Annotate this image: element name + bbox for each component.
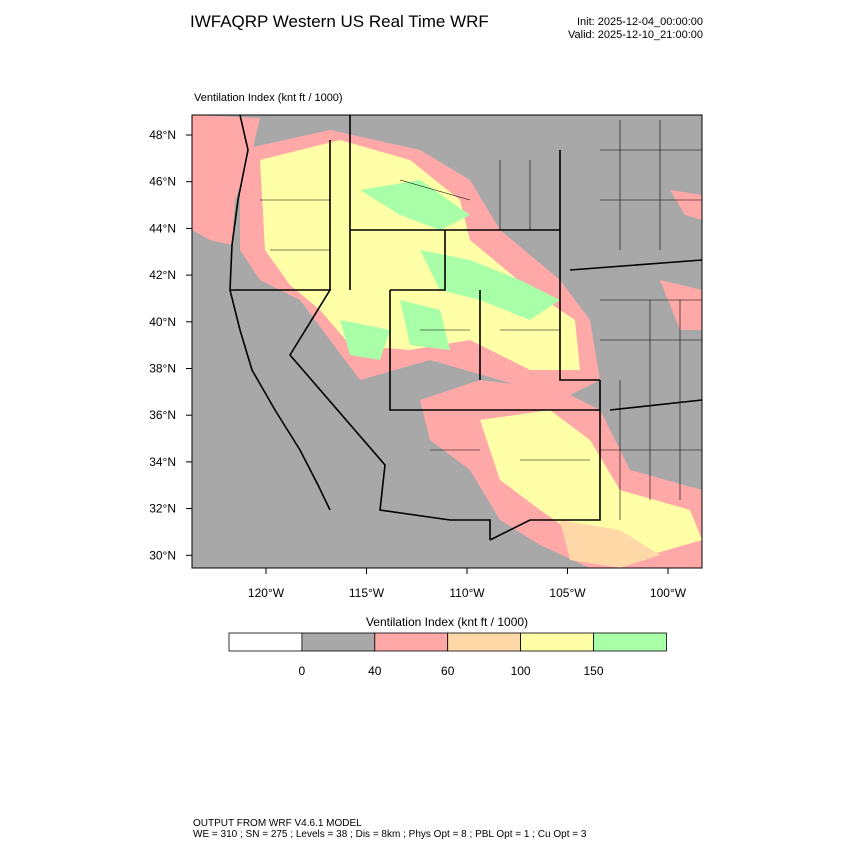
lon-label: 105°W [549, 586, 586, 600]
init-time: Init: 2025-12-04_00:00:00 [577, 16, 703, 28]
map [192, 115, 702, 568]
lon-label: 120°W [248, 586, 285, 600]
lat-label: 30°N [149, 548, 176, 562]
title: IWFAQRP Western US Real Time WRF [190, 12, 489, 31]
lon-label: 110°W [449, 586, 485, 600]
colorbar-label: 60 [441, 664, 455, 678]
lat-label: 48°N [149, 128, 176, 142]
colorbar-label: 150 [583, 664, 603, 678]
lat-label: 44°N [149, 221, 176, 235]
lat-label: 38°N [149, 362, 176, 376]
lat-label: 40°N [149, 315, 176, 329]
colorbar-swatch [520, 632, 594, 652]
valid-time: Valid: 2025-12-10_21:00:00 [568, 29, 703, 41]
colorbar-swatch [447, 632, 522, 652]
lat-label: 36°N [149, 408, 176, 422]
colorbar-label: 0 [299, 664, 306, 678]
lon-label: 115°W [349, 586, 385, 600]
colorbar-swatch [593, 632, 667, 652]
colorbar-label: 100 [511, 664, 531, 678]
footer-line: OUTPUT FROM WRF V4.6.1 MODEL [193, 818, 362, 829]
map-frame [191, 114, 703, 569]
colorbar-label: 40 [368, 664, 382, 678]
lat-label: 32°N [149, 502, 176, 516]
colorbar-swatch [228, 632, 303, 652]
footer-line: WE = 310 ; SN = 275 ; Levels = 38 ; Dis … [193, 829, 587, 840]
lat-label: 46°N [149, 175, 176, 189]
lat-label: 42°N [149, 268, 176, 282]
map-label: Ventilation Index (knt ft / 1000) [194, 92, 343, 104]
lon-label: 100°W [650, 586, 687, 600]
colorbar-swatch [301, 632, 376, 652]
colorbar-title: Ventilation Index (knt ft / 1000) [366, 615, 528, 629]
lat-label: 34°N [149, 455, 176, 469]
colorbar-swatch [374, 632, 449, 652]
